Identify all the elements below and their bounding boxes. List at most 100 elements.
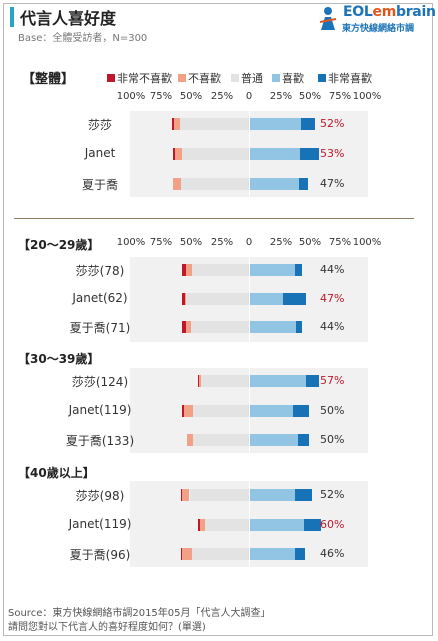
data-label: 44%: [320, 263, 345, 276]
bar-segment-普通: [189, 489, 249, 501]
bar-segment-非常喜歡: [299, 148, 319, 160]
data-label: 47%: [320, 177, 345, 190]
axis-tick-label: 25%: [210, 91, 234, 102]
bar-segment-喜歡: [250, 434, 298, 446]
axis-tick-label: 75%: [149, 91, 173, 102]
data-label: 50%: [320, 404, 345, 417]
legend-item: 普通: [231, 70, 263, 86]
legend-item: 非常喜歡: [318, 70, 372, 86]
bar-segment-喜歡: [250, 375, 306, 387]
category-label: Janet: [84, 146, 116, 160]
bar-segment-喜歡: [250, 405, 293, 417]
legend-label: 非常喜歡: [328, 72, 372, 85]
axis-tick-label: 75%: [328, 91, 352, 102]
bar-segment-不喜歡: [185, 264, 192, 276]
axis-tick-label: 50%: [298, 237, 322, 248]
bar-segment-非常不喜歡: [182, 405, 184, 417]
bar-segment-非常不喜歡: [181, 548, 183, 560]
axis-tick-label: 75%: [328, 237, 352, 248]
zero-line: [249, 257, 250, 342]
legend-swatch: [231, 74, 239, 82]
bar-segment-非常不喜歡: [182, 293, 185, 305]
bar-segment-喜歡: [250, 321, 297, 333]
group-title: 【40歲以上】: [18, 466, 95, 480]
bar-segment-普通: [182, 148, 249, 160]
legend-swatch: [318, 74, 326, 82]
data-label: 60%: [320, 518, 345, 531]
axis-tick-label: 75%: [149, 237, 173, 248]
bar-segment-非常不喜歡: [171, 118, 175, 130]
bar-segment-喜歡: [250, 548, 296, 560]
data-label: 47%: [320, 292, 345, 305]
bar-segment-不喜歡: [187, 434, 194, 446]
bar-segment-喜歡: [250, 293, 284, 305]
category-label: Janet(119): [68, 517, 132, 531]
category-label: 莎莎(98): [75, 489, 125, 503]
legend-label: 喜歡: [282, 72, 304, 85]
axis-tick-label: 0: [245, 237, 253, 248]
bar-segment-非常不喜歡: [197, 519, 201, 531]
data-label: 44%: [320, 320, 345, 333]
bar-segment-不喜歡: [183, 405, 194, 417]
bar-segment-非常不喜歡: [182, 264, 186, 276]
group-title: 【20～29歲】: [18, 238, 100, 252]
category-label: 莎莎(124): [71, 375, 129, 389]
logo-subtitle: 東方快線網絡市調: [342, 24, 415, 34]
legend-swatch: [107, 74, 115, 82]
category-label: Janet(119): [68, 403, 132, 417]
page-title: 代言人喜好度: [20, 9, 117, 28]
bar-segment-非常喜歡: [305, 375, 319, 387]
bar-segment-喜歡: [250, 118, 302, 130]
source-note: Source：東方快線網絡市調2015年05月「代言人大調查」: [8, 608, 271, 619]
bar-segment-非常喜歡: [301, 118, 316, 130]
category-label: 夏于喬(96): [69, 548, 131, 562]
bar-segment-喜歡: [250, 148, 300, 160]
legend-swatch: [178, 74, 186, 82]
axis-tick-label: 50%: [179, 237, 203, 248]
bar-segment-不喜歡: [200, 519, 205, 531]
bar-segment-不喜歡: [182, 489, 190, 501]
bar-segment-普通: [191, 548, 249, 560]
question-note: 請問您對以下代言人的喜好程度如何？(單選): [8, 622, 206, 633]
bar-segment-不喜歡: [199, 375, 202, 387]
data-label: 53%: [320, 147, 345, 160]
category-label: 夏于喬(71): [69, 321, 131, 335]
axis-tick-label: 100%: [352, 237, 382, 248]
title-accent-bar: [10, 7, 14, 27]
category-label: 夏于喬: [81, 178, 119, 192]
category-label: 夏于喬(133): [65, 434, 135, 448]
group-title: 【整體】: [22, 72, 75, 87]
bar-segment-喜歡: [250, 489, 296, 501]
section-divider: [14, 218, 414, 219]
axis-tick-label: 25%: [269, 237, 293, 248]
zero-line: [249, 481, 250, 567]
logo-figure-icon: [319, 7, 337, 30]
bar-segment-不喜歡: [172, 178, 182, 190]
category-label: Janet(62): [72, 291, 128, 305]
zero-line: [249, 111, 250, 197]
bar-segment-不喜歡: [184, 293, 186, 305]
legend-label: 非常不喜歡: [117, 72, 172, 85]
bar-segment-普通: [193, 405, 249, 417]
group-title: 【30～39歲】: [18, 352, 100, 366]
bar-segment-普通: [179, 118, 249, 130]
bar-segment-非常不喜歡: [181, 489, 183, 501]
bar-segment-非常不喜歡: [182, 321, 186, 333]
legend-swatch: [272, 74, 280, 82]
legend-item: 喜歡: [272, 70, 304, 86]
bar-segment-普通: [185, 293, 249, 305]
bar-segment-非常喜歡: [292, 405, 310, 417]
legend-item: 非常不喜歡: [107, 70, 172, 86]
category-label: 莎莎(78): [75, 264, 125, 278]
bar-segment-普通: [201, 375, 249, 387]
bar-segment-非常不喜歡: [172, 148, 176, 160]
data-label: 52%: [320, 488, 345, 501]
axis-tick-label: 100%: [116, 237, 146, 248]
data-label: 46%: [320, 547, 345, 560]
bar-segment-非常喜歡: [297, 434, 310, 446]
bar-segment-不喜歡: [182, 548, 192, 560]
legend-label: 普通: [241, 72, 263, 85]
axis-tick-label: 25%: [269, 91, 293, 102]
bar-segment-喜歡: [250, 519, 304, 531]
bar-segment-普通: [191, 264, 249, 276]
